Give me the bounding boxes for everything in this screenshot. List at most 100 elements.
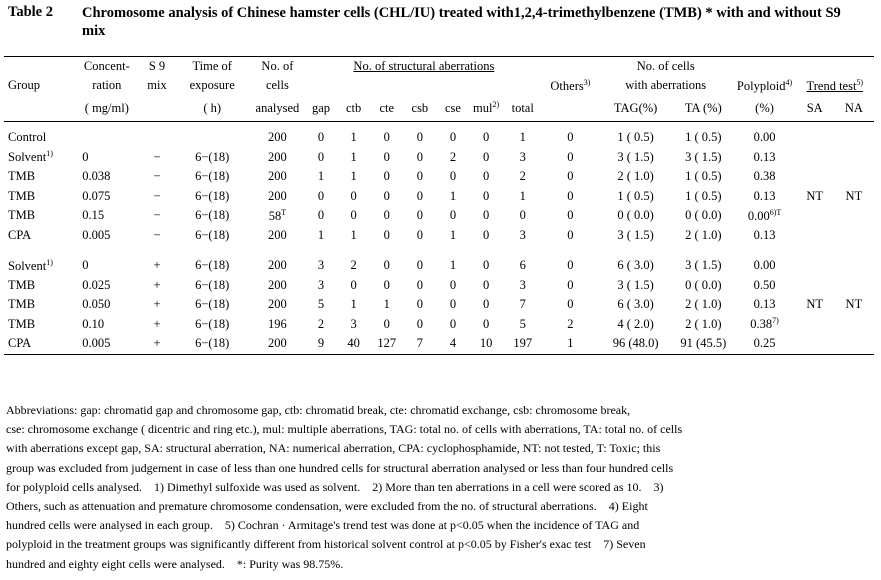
- table-cell: 3 ( 1.5): [617, 277, 654, 292]
- table-cell: +: [153, 316, 161, 331]
- table-cell: 6−(18): [195, 297, 230, 312]
- table-cell: 0: [482, 188, 490, 203]
- table-cell: 0.15: [82, 208, 105, 223]
- table-cell: 1: [350, 130, 357, 145]
- table-cell: 0: [416, 316, 423, 331]
- table-cell: 0: [416, 258, 423, 273]
- superscript: T: [281, 207, 287, 217]
- table-cell: 0: [350, 208, 357, 223]
- table-cell: NT: [806, 188, 824, 203]
- table-cell: 9: [317, 336, 325, 351]
- table-cell: 6−(18): [195, 188, 230, 203]
- table-cell: 4: [449, 336, 457, 351]
- table-row: Solvent1) 0 − 6−(18) 200 0 1 0 0 2 0 3 0 3 ( 1.5) 3 ( …: [4, 148, 874, 168]
- table-cell: 3: [350, 316, 357, 331]
- table-cell: 0.38: [753, 169, 776, 184]
- table-cell: 1: [383, 297, 390, 312]
- table-cell: TMB: [8, 316, 36, 331]
- table-cell: 3 ( 1.5): [617, 149, 654, 164]
- table-cell: [834, 122, 874, 148]
- table-cell: 0.25: [753, 336, 776, 351]
- footnote-line: polyploid in the treatment groups was si…: [6, 537, 646, 552]
- header-cell: SA: [795, 95, 834, 122]
- table-cell: 0: [317, 130, 325, 145]
- table-cell: 96 (48.0): [612, 336, 659, 351]
- table-cell: +: [153, 258, 161, 273]
- table-cell: 2 ( 1.0): [617, 169, 654, 184]
- table-cell: 0: [350, 277, 357, 292]
- header-cell: gap: [304, 95, 338, 122]
- table-cell: −: [153, 169, 161, 184]
- table-cell: 1: [449, 188, 457, 203]
- table-cell: 0: [383, 188, 390, 203]
- table-cell: 0: [482, 227, 490, 242]
- table-row: TMB 0.075 − 6−(18) 200 0 0 0 0 1 0 1 0 1 ( 0.5) 1 ( 0.…: [4, 187, 874, 207]
- table-cell: 5: [519, 316, 526, 331]
- table-cell: +: [153, 297, 161, 312]
- table-cell: [796, 226, 834, 246]
- table-cell: 0: [449, 208, 457, 223]
- table-cell: [834, 148, 874, 168]
- table-cell: 200: [268, 227, 287, 242]
- table-cell: 1: [350, 297, 357, 312]
- table-cell: [74, 122, 139, 148]
- header-cell: with aberrations: [625, 78, 707, 92]
- table-cell: 196: [268, 316, 287, 331]
- table-cell: 0: [449, 277, 457, 292]
- table-cell: 0: [82, 149, 89, 164]
- table-cell: 6−(18): [195, 169, 230, 184]
- header-cell: ration: [92, 78, 122, 92]
- table-cell: 0: [350, 188, 357, 203]
- header-cell: No. of: [261, 59, 294, 73]
- table-cell: 3: [519, 277, 526, 292]
- table-cell: [796, 334, 834, 354]
- table-cell: 0: [482, 297, 490, 312]
- table-cell: 0 ( 0.0): [685, 208, 722, 223]
- table-cell: 3: [519, 149, 526, 164]
- header-cell: mul2): [469, 95, 503, 122]
- table-cell: 0.00: [753, 130, 776, 145]
- table-cell: NT: [806, 297, 824, 312]
- table-label: Table 2: [8, 4, 53, 20]
- table-cell: 0: [482, 258, 490, 273]
- table-cell: 0: [482, 130, 490, 145]
- table-cell: 0: [567, 208, 574, 223]
- table-cell: 0.13: [753, 297, 776, 312]
- table-cell: 0: [82, 258, 89, 273]
- table-cell: 0: [482, 277, 490, 292]
- footnote-line: Others, such as attenuation and prematur…: [6, 499, 648, 514]
- table-cell: 0: [383, 169, 390, 184]
- table-cell: 0: [449, 316, 457, 331]
- table-cell: NT: [845, 297, 863, 312]
- table-cell: 127: [377, 336, 397, 351]
- cell-text: Others: [550, 78, 584, 93]
- table-cell: [796, 122, 834, 148]
- table-cell: 1: [350, 149, 357, 164]
- table-cell: 200: [268, 258, 287, 273]
- table-cell: 1 ( 0.5): [685, 169, 722, 184]
- table-row: TMB 0.050 +6−(18) 200 5 1 1 0 0 0 7 0 6 ( 3.0) 2 ( 1.…: [4, 295, 874, 315]
- table-cell: 5: [317, 297, 325, 312]
- table-cell: Control: [8, 130, 47, 145]
- table-cell: 4 ( 2.0): [617, 316, 654, 331]
- table-cell: TMB: [8, 277, 36, 292]
- table-cell: 7: [519, 297, 526, 312]
- table-cell: 0: [449, 297, 457, 312]
- table-cell: 0: [416, 208, 423, 223]
- table-cell: 2 ( 1.0): [685, 297, 722, 312]
- table-cell: −: [153, 208, 161, 223]
- table-cell: 0: [482, 316, 490, 331]
- header-cell: total: [502, 95, 543, 122]
- table-cell: 3 ( 1.5): [685, 258, 722, 273]
- cell-text: 0.38: [750, 317, 773, 332]
- table-cell: 0: [416, 149, 423, 164]
- table-row: Solvent1) 0 +6−(18) 200 3 2 0 0 1 0 6 0 6 ( 3.0) 3 ( …: [4, 256, 874, 276]
- table-cell: 1 ( 0.5): [617, 188, 654, 203]
- header-cell: Time of: [192, 59, 232, 73]
- header-cell: Others3): [543, 76, 598, 95]
- table-cell: 0: [416, 227, 423, 242]
- table-cell: 58T: [250, 206, 305, 226]
- table-cell: 3: [519, 227, 526, 242]
- table-cell: 0: [383, 277, 390, 292]
- table-cell: 0: [416, 277, 423, 292]
